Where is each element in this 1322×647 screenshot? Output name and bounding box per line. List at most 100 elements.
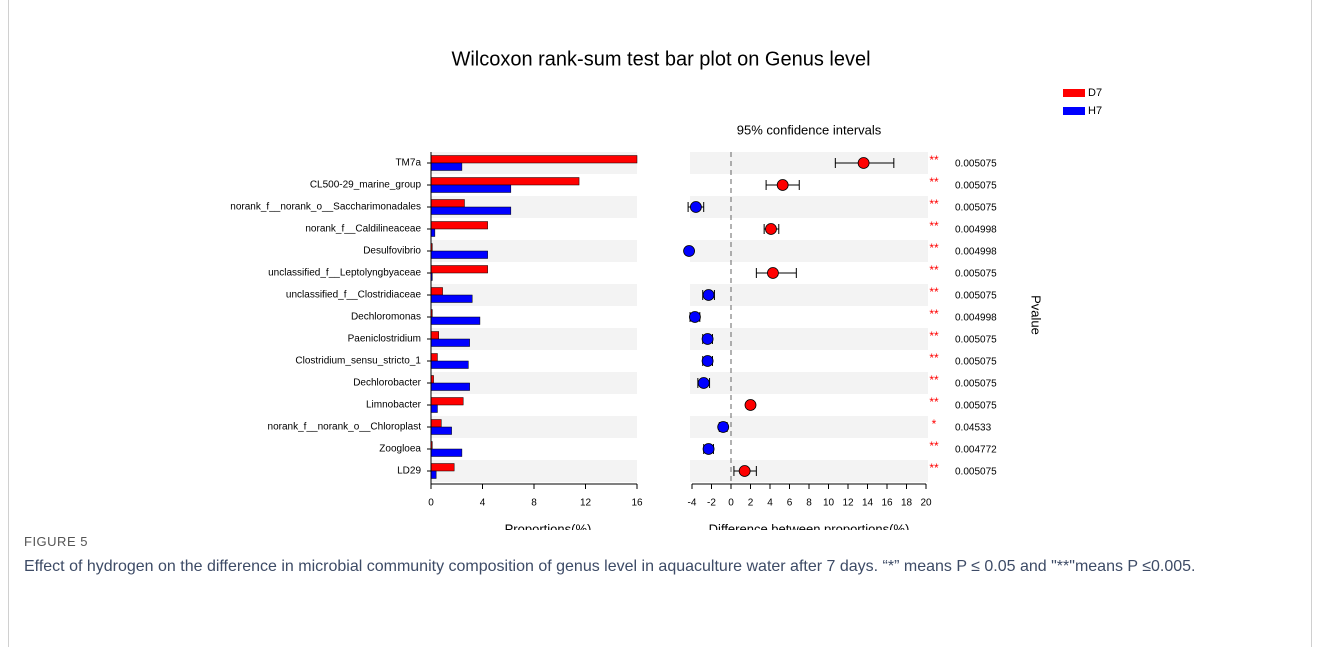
row-band (431, 416, 637, 438)
bar (430, 338, 470, 347)
pvalue: 0.005075 (955, 291, 997, 302)
y-tick-label: unclassified_f__Leptolyngbyaceae (268, 268, 421, 279)
row-band (690, 284, 928, 306)
point (689, 311, 701, 323)
point (776, 179, 789, 191)
x-tick-label: 20 (920, 498, 932, 509)
point (765, 223, 777, 235)
legend-swatch (1063, 107, 1085, 115)
point (738, 465, 751, 477)
x-tick-label: 4 (480, 498, 486, 509)
figure-caption: Effect of hydrogen on the difference in … (24, 558, 1196, 575)
bar (430, 448, 463, 457)
x-tick-label: 0 (728, 498, 734, 509)
bar (430, 155, 638, 164)
bar (430, 206, 512, 215)
bar (430, 250, 488, 259)
pvalue-label: Pvalue (1029, 295, 1044, 335)
x-tick-label: 16 (881, 498, 893, 509)
row-band (690, 152, 928, 174)
y-tick-label: Dechloromonas (351, 312, 421, 323)
bar (430, 265, 488, 274)
significance: ** (929, 307, 939, 321)
bar (430, 184, 512, 193)
bar (430, 360, 469, 369)
point (744, 399, 757, 411)
x-tick-label: -4 (688, 498, 697, 509)
point (690, 201, 702, 213)
pvalue: 0.005075 (955, 181, 997, 192)
bar (430, 331, 439, 340)
pvalue: 0.004998 (955, 247, 997, 258)
x-tick-label: 8 (806, 498, 812, 509)
significance: ** (929, 351, 939, 365)
significance: ** (929, 175, 939, 189)
bar (430, 426, 452, 435)
x-tick-label: 14 (862, 498, 874, 509)
chart-title: Wilcoxon rank-sum test bar plot on Genus… (451, 48, 870, 70)
y-tick-label: norank_f__norank_o__Saccharimonadales (230, 202, 421, 213)
bar (430, 316, 481, 325)
bar (430, 287, 443, 296)
pvalue: 0.004998 (955, 225, 997, 236)
y-tick-label: Desulfovibrio (363, 246, 421, 257)
bar (430, 221, 488, 230)
x-tick-label: 10 (823, 498, 835, 509)
bar (430, 177, 580, 186)
row-band (690, 460, 928, 482)
significance: ** (929, 285, 939, 299)
x-tick-label: 0 (428, 498, 434, 509)
x-tick-label: 12 (842, 498, 854, 509)
x-tick-label: 12 (580, 498, 592, 509)
significance: ** (929, 153, 939, 167)
significance: ** (929, 395, 939, 409)
frame (8, 0, 1312, 647)
row-band (690, 372, 928, 394)
y-tick-label: Zoogloea (379, 444, 421, 455)
point (701, 333, 714, 345)
y-tick-label: Limnobacter (366, 400, 422, 411)
row-band (690, 416, 928, 438)
x-tick-label: 6 (787, 498, 793, 509)
row-band (690, 196, 928, 218)
pvalue: 0.005075 (955, 159, 997, 170)
significance: ** (929, 197, 939, 211)
y-tick-label: norank_f__Caldilineaceae (305, 224, 421, 235)
row-band (431, 328, 637, 350)
significance: ** (929, 241, 939, 255)
significance: ** (929, 373, 939, 387)
row-band (690, 240, 928, 262)
y-tick-label: TM7a (395, 158, 421, 169)
pvalue: 0.04533 (955, 423, 992, 434)
legend-label: D7 (1088, 87, 1102, 99)
pvalue: 0.005075 (955, 467, 997, 478)
y-tick-label: Dechlorobacter (353, 378, 421, 389)
point (857, 157, 870, 169)
chart: Wilcoxon rank-sum test bar plot on Genus… (230, 48, 1102, 530)
row-band (431, 372, 637, 394)
bar (430, 404, 438, 413)
significance: ** (929, 439, 939, 453)
x-tick-label: 8 (531, 498, 537, 509)
y-tick-label: norank_f__norank_o__Chloroplast (268, 422, 422, 433)
point (701, 355, 714, 367)
point (717, 421, 730, 433)
bar (430, 397, 464, 406)
point (702, 289, 715, 301)
significance: * (932, 417, 937, 431)
y-tick-label: Paeniclostridium (348, 334, 421, 345)
significance: ** (929, 219, 939, 233)
pvalue: 0.004998 (955, 313, 997, 324)
figure-label: FIGURE 5 (24, 534, 88, 549)
bar (430, 294, 473, 303)
x-tick-label: 18 (901, 498, 913, 509)
x-axis-label: Proportions(%) (505, 521, 592, 530)
y-tick-label: unclassified_f__Clostridiaceae (286, 290, 422, 301)
bar (430, 463, 455, 472)
bar (430, 353, 438, 362)
bar (430, 382, 470, 391)
point (697, 377, 710, 389)
pvalue: 0.005075 (955, 357, 997, 368)
row-band (431, 460, 637, 482)
